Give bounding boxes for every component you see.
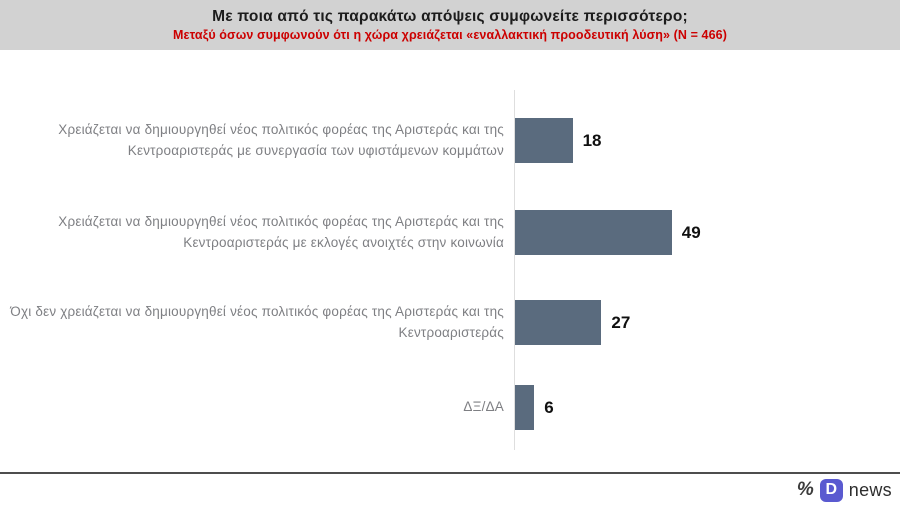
y-axis-line [514,90,515,450]
bar-chart-area: Χρειάζεται να δημιουργηθεί νέος πολιτικό… [0,90,900,450]
brand-logo: % D news [797,477,892,503]
bar-value-label: 18 [582,130,602,150]
bar [515,300,602,345]
bar [515,385,535,430]
chart-title: Με ποια από τις παρακάτω απόψεις συμφωνε… [212,8,688,25]
footer-divider [0,472,900,474]
bar-value-label: 49 [681,222,701,242]
chart-subtitle: Μεταξύ όσων συμφωνούν ότι η χώρα χρειάζε… [173,28,727,42]
bar-value-label: 6 [544,397,554,417]
dnews-logo-text: news [848,479,892,500]
category-label: ΔΞ/ΔΑ [463,399,504,415]
category-label: Όχι δεν χρειάζεται να δημιουργηθεί νέος … [10,304,504,340]
bar [515,118,573,163]
chart-header: Με ποια από τις παρακάτω απόψεις συμφωνε… [0,0,900,50]
bar-row: Χρειάζεται να δημιουργηθεί νέος πολιτικό… [0,118,900,163]
bar-row: ΔΞ/ΔΑ 6 [0,385,900,430]
category-label: Χρειάζεται να δημιουργηθεί νέος πολιτικό… [58,122,504,158]
category-label: Χρειάζεται να δημιουργηθεί νέος πολιτικό… [58,214,504,250]
bar-value-label: 27 [611,312,631,332]
dnews-logo-icon: D [819,478,843,502]
bar [515,210,672,255]
bar-row: Όχι δεν χρειάζεται να δημιουργηθεί νέος … [0,300,900,345]
bar-row: Χρειάζεται να δημιουργηθεί νέος πολιτικό… [0,210,900,255]
percent-icon: % [796,479,814,500]
